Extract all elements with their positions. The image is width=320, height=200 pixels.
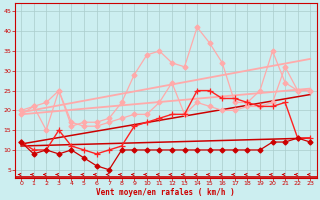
X-axis label: Vent moyen/en rafales ( km/h ): Vent moyen/en rafales ( km/h ) <box>96 188 235 197</box>
